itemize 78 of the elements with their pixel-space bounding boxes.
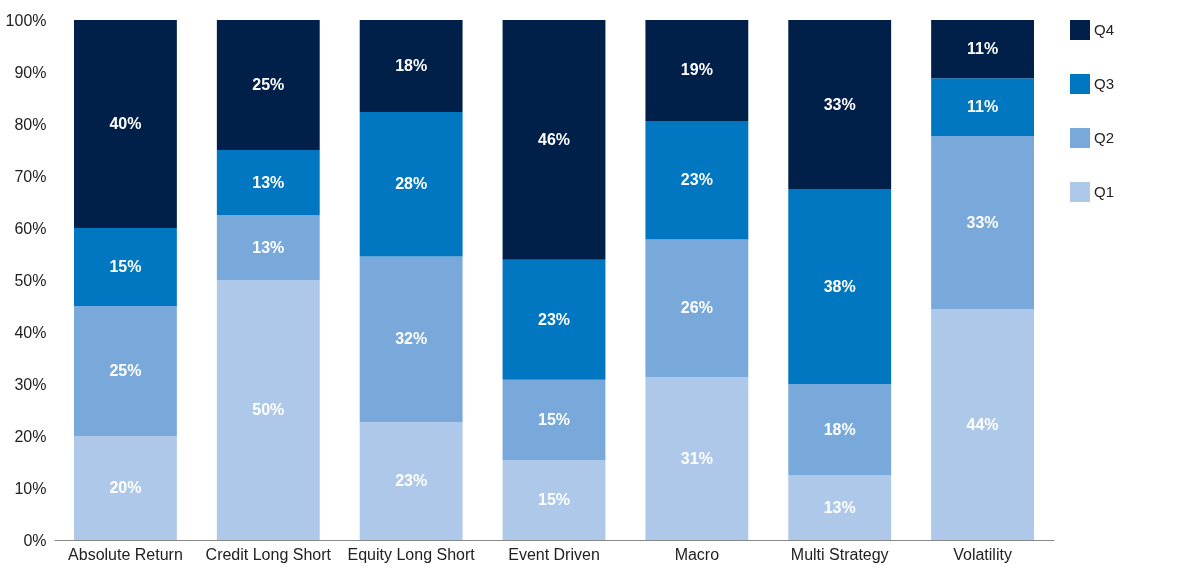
data-label: 18% [823, 420, 856, 438]
y-tick-label: 50% [14, 271, 47, 289]
bar [216, 150, 320, 215]
y-tick-label: 70% [14, 167, 47, 185]
legend-label: Q2 [1094, 129, 1115, 146]
bar [216, 280, 320, 540]
y-tick-label: 60% [14, 219, 47, 237]
x-tick-label: Volatility [953, 545, 1012, 563]
y-tick-label: 30% [14, 375, 47, 393]
data-label: 38% [823, 277, 856, 295]
data-label: 25% [109, 362, 142, 379]
y-tick-label: 20% [14, 427, 47, 445]
x-tick-label: Credit Long Short [205, 545, 332, 563]
data-label: 20% [109, 479, 142, 496]
legend-label: Q1 [1094, 183, 1115, 200]
data-label: 23% [537, 310, 571, 328]
data-label: 13% [252, 173, 285, 191]
y-tick-label: 40% [14, 323, 47, 341]
data-label: 26% [680, 299, 713, 317]
bar [931, 309, 1034, 540]
data-label: 13% [252, 238, 285, 256]
legend-label: Q3 [1094, 75, 1115, 92]
y-tick-label: 100% [5, 11, 47, 29]
data-label: 15% [537, 490, 571, 508]
data-label: 23% [395, 471, 428, 489]
data-label: 13% [823, 498, 856, 516]
bar [359, 421, 463, 540]
data-label: 11% [967, 98, 999, 116]
data-label: 28% [395, 175, 428, 193]
bar [502, 20, 606, 260]
x-tick-label: Absolute Return [68, 545, 183, 563]
data-label: 50% [252, 401, 285, 418]
bar [74, 306, 177, 436]
bar [645, 120, 749, 240]
y-tick-label: 80% [14, 115, 47, 133]
x-tick-label: Macro [674, 545, 720, 563]
bar [74, 436, 177, 540]
x-tick-label: Multi Strategy [790, 545, 889, 563]
bar [502, 379, 606, 460]
x-tick-label: Equity Long Short [347, 545, 476, 563]
legend-label: Q4 [1094, 21, 1115, 38]
data-label: 15% [109, 258, 142, 275]
bar [931, 20, 1034, 79]
bar [788, 189, 892, 384]
data-label: 25% [252, 76, 285, 93]
bar [645, 20, 749, 121]
x-tick-label: Event Driven [508, 545, 600, 563]
data-label: 19% [680, 61, 713, 79]
bar [931, 135, 1034, 310]
data-label: 40% [109, 115, 142, 132]
bar [216, 20, 320, 150]
y-tick-label: 0% [23, 531, 47, 549]
bar [359, 20, 463, 113]
data-label: 18% [395, 57, 428, 75]
data-label: 15% [537, 410, 571, 428]
bar [359, 256, 463, 422]
bar [502, 459, 606, 540]
bar [645, 377, 749, 540]
bar [216, 215, 320, 280]
bar [788, 20, 892, 189]
bar [645, 239, 749, 378]
y-tick-label: 10% [14, 479, 47, 497]
data-label: 44% [966, 415, 999, 433]
data-label: 33% [966, 213, 999, 231]
bar [502, 259, 606, 380]
data-label: 32% [395, 330, 428, 348]
bar [931, 78, 1034, 136]
bar [74, 20, 177, 228]
data-label: 33% [823, 95, 856, 113]
bar [74, 228, 177, 306]
y-tick-label: 90% [14, 63, 47, 81]
data-label: 23% [680, 171, 713, 189]
data-label: 31% [680, 449, 713, 467]
data-label: 46% [537, 130, 571, 148]
bar [788, 384, 892, 475]
data-label: 11% [967, 40, 999, 58]
bar [359, 112, 463, 257]
bar [788, 475, 892, 540]
